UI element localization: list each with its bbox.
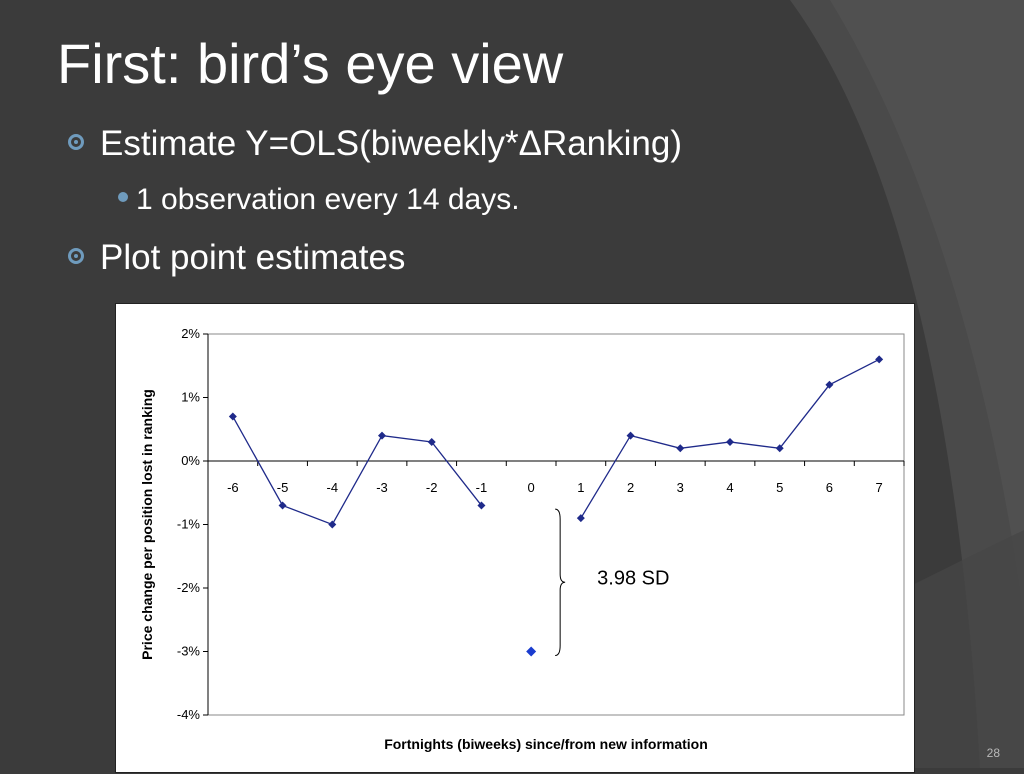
data-point (775, 444, 784, 453)
bullet-estimate: Estimate Y=OLS(biweekly*ΔRanking) (68, 126, 682, 161)
page-number: 28 (986, 746, 1000, 760)
data-point (278, 501, 287, 510)
bullet-text: Plot point estimates (100, 238, 406, 277)
x-tick-label: -1 (476, 480, 488, 495)
y-tick-label: -1% (177, 517, 201, 532)
sub-bullet-observation: 1 observation every 14 days. (118, 185, 520, 215)
slide-title: First: bird’s eye view (57, 32, 564, 95)
data-point (825, 380, 834, 389)
x-tick-label: -2 (426, 480, 438, 495)
x-tick-label: 5 (776, 480, 783, 495)
plot-area (207, 333, 905, 716)
bullet-plot: Plot point estimates (68, 240, 405, 275)
x-tick-label: 4 (726, 480, 733, 495)
y-tick-label: -4% (177, 707, 201, 722)
x-tick-label: -5 (277, 480, 289, 495)
data-point (726, 437, 734, 446)
x-tick-label: 0 (528, 480, 535, 495)
circle-bullet-icon (68, 247, 84, 264)
dot-bullet-icon (118, 192, 128, 203)
annotation-label: 3.98 SD (597, 567, 669, 589)
data-point (427, 437, 436, 446)
x-axis-title: Fortnights (biweeks) since/from new info… (384, 736, 708, 752)
data-point (676, 444, 685, 453)
x-tick-label: 3 (677, 480, 684, 495)
x-tick-label: -3 (376, 480, 388, 495)
chart-container: 2% 1% 0% -1% -2% -3% -4% -6 -5 -4 -3 -2 -1 0 1 2 3 4 5 6 7 3.… (115, 303, 915, 773)
y-tick-label: -2% (177, 580, 201, 595)
x-tick-label: 1 (577, 480, 584, 495)
y-axis-title: Price change per position lost in rankin… (139, 389, 155, 660)
x-tick-label: 7 (876, 480, 883, 495)
y-tick-label: 2% (181, 326, 200, 341)
line-chart: 2% 1% 0% -1% -2% -3% -4% -6 -5 -4 -3 -2 -1 0 1 2 3 4 5 6 7 3.… (139, 326, 905, 752)
x-tick-label: -4 (327, 480, 339, 495)
data-point (477, 501, 486, 510)
y-tick-label: -3% (177, 644, 201, 659)
brace-annotation (555, 508, 566, 656)
data-point (328, 520, 337, 529)
y-tick-label: 0% (181, 453, 200, 468)
bullet-text: Estimate Y=OLS(biweekly*ΔRanking) (100, 124, 683, 163)
data-point (875, 355, 884, 364)
data-point (228, 412, 237, 421)
sub-bullet-text: 1 observation every 14 days. (136, 183, 520, 216)
circle-bullet-icon (68, 133, 84, 150)
x-tick-label: -6 (227, 480, 239, 495)
x-tick-label: 6 (826, 480, 833, 495)
y-tick-label: 1% (181, 390, 200, 405)
highlight-point (526, 646, 537, 657)
data-point (626, 431, 635, 440)
series-line (232, 416, 482, 526)
data-point (378, 431, 386, 440)
data-point (576, 514, 585, 523)
x-tick-label: 2 (627, 480, 634, 495)
